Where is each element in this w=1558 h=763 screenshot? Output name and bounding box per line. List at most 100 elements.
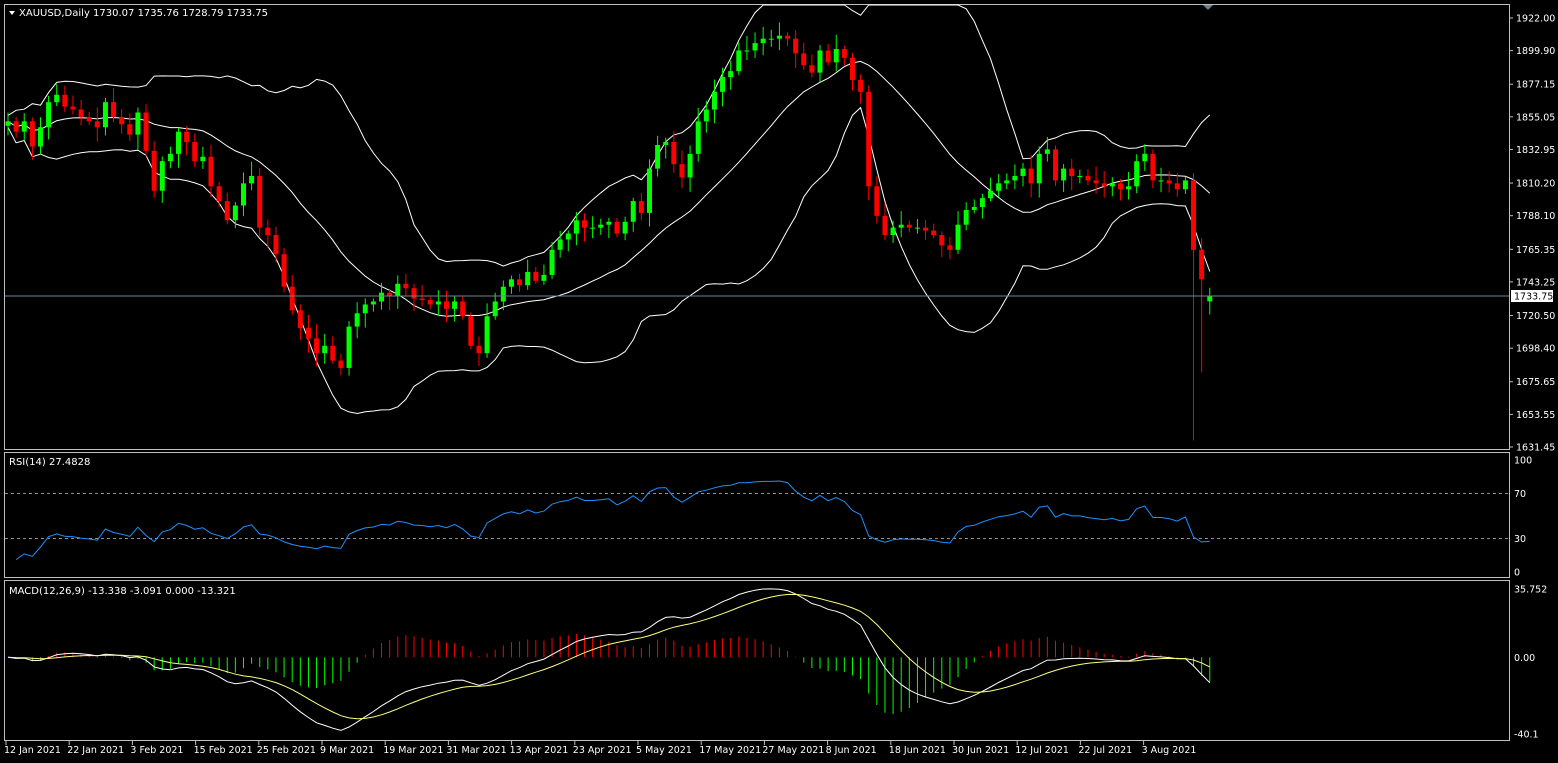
price-tick-label: 1832.95 (1516, 145, 1555, 156)
candle-body (338, 360, 344, 368)
candle-body (809, 65, 815, 73)
candle-body (500, 286, 506, 302)
candle-body (167, 153, 173, 162)
candle-body (5, 121, 11, 126)
candle-body (216, 186, 222, 202)
candle-body (322, 345, 328, 354)
candle-body (119, 116, 125, 125)
macd-tick-label: 35.752 (1514, 585, 1547, 596)
candle-body (403, 283, 409, 289)
macd-indicator: 35.752 0.00 -40.1 (7, 585, 1547, 741)
candle-body (517, 279, 523, 286)
candle-body (232, 205, 238, 221)
candle-body (354, 313, 360, 327)
rsi-panel-frame (4, 452, 1510, 578)
candle-body (906, 224, 912, 228)
candle-body (427, 300, 433, 305)
candle-body (768, 38, 774, 40)
candle-body (435, 301, 441, 305)
candle-body (996, 183, 1002, 191)
rsi-line (15, 480, 1210, 561)
candle-body (1158, 180, 1164, 182)
candle-body (923, 227, 929, 231)
candle-body (703, 109, 709, 122)
candle-body (200, 156, 206, 162)
rsi-tick-label: 30 (1514, 534, 1526, 545)
candle-body (1150, 153, 1156, 181)
candle-body (314, 338, 320, 354)
candle-body (184, 131, 190, 143)
candle-body (240, 183, 246, 206)
macd-title: MACD(12,26,9) -13.338 -3.091 0.000 -13.3… (9, 586, 236, 597)
candle-body (1085, 175, 1091, 181)
candle-body (143, 112, 149, 151)
candle-body (443, 301, 449, 309)
candle-body (492, 301, 498, 317)
price-tick-label: 1922.00 (1516, 14, 1555, 25)
candle-body (1036, 153, 1042, 184)
price-tick-label: 1698.40 (1516, 344, 1555, 355)
candle-body (833, 49, 839, 63)
bollinger-upper-band (7, 4, 1211, 267)
candle-body (622, 221, 628, 234)
candle-body (663, 142, 669, 145)
candle-body (882, 215, 888, 236)
candle-body (176, 131, 182, 154)
time-tick-label: 19 Mar 2021 (383, 745, 443, 756)
candle-body (1028, 168, 1034, 184)
candle-body (598, 224, 604, 228)
candle-body (646, 168, 652, 213)
symbol-dropdown-icon[interactable] (9, 11, 15, 15)
candle-body (988, 190, 994, 199)
time-tick-label: 3 Feb 2021 (130, 745, 183, 756)
price-tick-label: 1877.15 (1516, 80, 1555, 91)
bollinger-bands (7, 4, 1211, 415)
candle-body (939, 235, 945, 246)
time-tick-label: 27 May 2021 (762, 745, 824, 756)
candle-body (21, 121, 27, 132)
time-tick-label: 31 Mar 2021 (446, 745, 506, 756)
candle-body (614, 221, 620, 234)
candle-body (1207, 295, 1213, 302)
time-tick-label: 15 Feb 2021 (194, 745, 253, 756)
candle-body (573, 220, 579, 234)
candle-body (582, 220, 588, 228)
time-tick-label: 3 Aug 2021 (1142, 745, 1197, 756)
candle-body (1166, 180, 1172, 184)
rsi-tick-label: 100 (1514, 456, 1532, 467)
candle-body (849, 57, 855, 81)
candle-body (955, 224, 961, 250)
candle-body (971, 206, 977, 210)
price-tick-label: 1743.25 (1516, 277, 1555, 288)
candle-body (1012, 175, 1018, 181)
candle-body (858, 80, 864, 92)
price-tick-label: 1765.35 (1516, 245, 1555, 256)
candle-body (1109, 183, 1115, 187)
candle-body (468, 316, 474, 346)
time-tick-label: 17 May 2021 (699, 745, 761, 756)
price-tick-label: 1631.45 (1516, 443, 1555, 454)
bollinger-lower-band (7, 106, 1211, 415)
candle-body (370, 301, 376, 305)
rsi-tick-label: 70 (1514, 489, 1526, 500)
time-tick-label: 22 Jul 2021 (1078, 745, 1132, 756)
candle-body (419, 298, 425, 301)
candle-body (257, 175, 263, 228)
candle-body (947, 245, 953, 250)
price-panel-frame (4, 4, 1510, 450)
candle-body (801, 53, 807, 66)
candle-body (931, 230, 937, 236)
candle-body (1004, 180, 1010, 184)
candle-body (541, 274, 547, 281)
candle-body (549, 249, 555, 275)
candle-body (533, 271, 539, 281)
candle-body (289, 286, 295, 311)
candle-body (151, 150, 157, 191)
candle-body (135, 112, 141, 135)
current-price-label: 1733.75 (1514, 292, 1553, 303)
candle-body (898, 224, 904, 228)
scroll-marker-icon[interactable] (1203, 5, 1213, 10)
candle-body (362, 304, 368, 314)
candle-body (484, 316, 490, 354)
